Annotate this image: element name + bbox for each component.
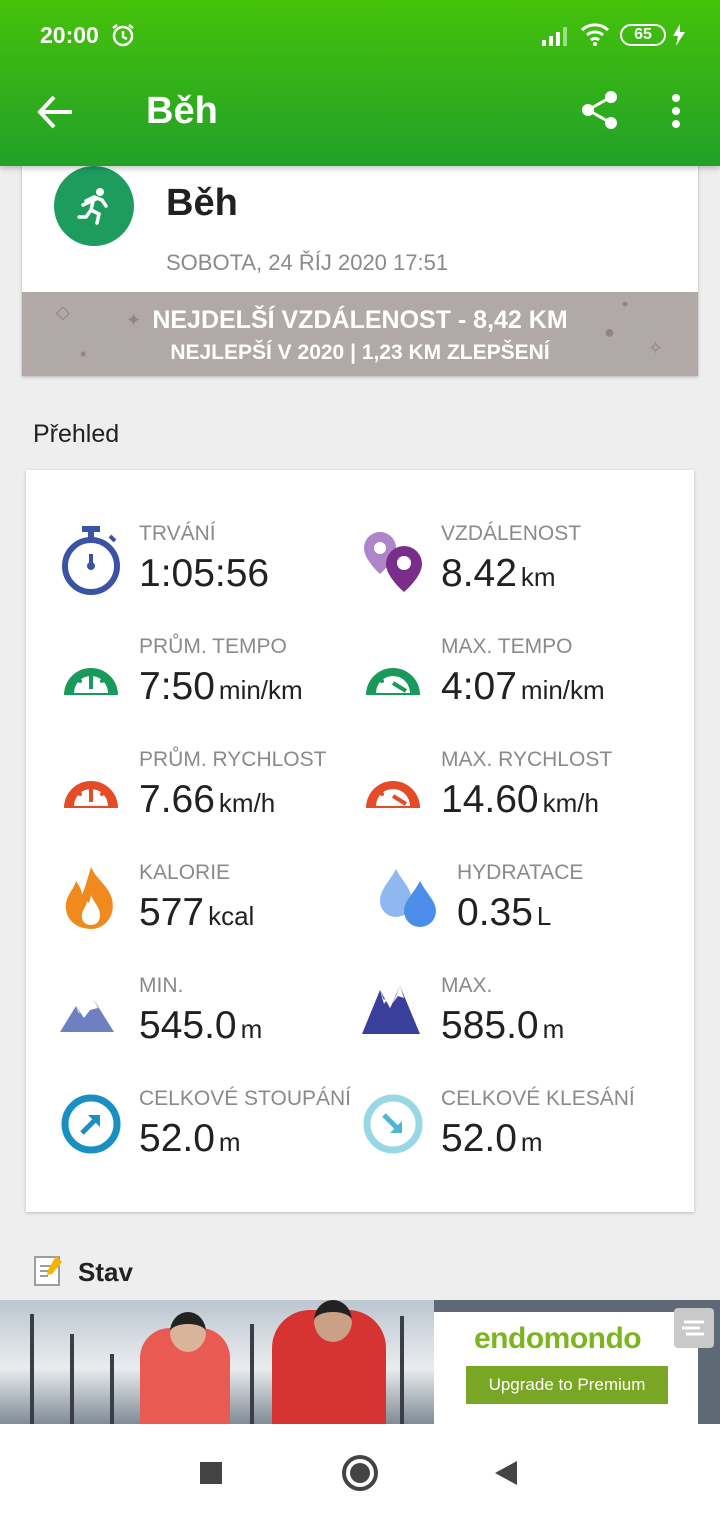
- stat-label: PRŮM. RYCHLOST: [139, 748, 327, 771]
- stat-label: HYDRATACE: [457, 861, 584, 884]
- stat-value: 1:05:56: [139, 552, 270, 595]
- ad-brand-logo: endomondo: [474, 1322, 642, 1355]
- stat-unit: m: [218, 1127, 241, 1157]
- stat-label: PRŮM. TEMPO: [139, 635, 287, 658]
- charging-icon: [672, 24, 686, 51]
- back-arrow-icon[interactable]: [36, 90, 76, 134]
- stat-label: CELKOVÉ STOUPÁNÍ: [139, 1087, 352, 1110]
- stat-total-descent: CELKOVÉ KLESÁNÍ 52.0 m: [362, 1087, 682, 1187]
- overview-title: Přehled: [33, 420, 120, 448]
- notepad-icon: [34, 1256, 64, 1290]
- ascent-icon: [60, 1093, 122, 1160]
- ad-banner[interactable]: endomondo Upgrade to Premium: [0, 1300, 720, 1424]
- stat-value: 8.42: [441, 552, 517, 595]
- stat-unit: min/km: [520, 675, 605, 705]
- stat-value: 14.60: [441, 778, 539, 821]
- stat-value: 7.66: [139, 778, 215, 821]
- alarm-icon: [110, 22, 136, 53]
- ad-close-icon[interactable]: [674, 1308, 714, 1348]
- mountain-min-icon: [60, 996, 116, 1041]
- page-title: Běh: [146, 90, 218, 132]
- stat-value: 52.0: [441, 1117, 517, 1160]
- stat-value: 585.0: [441, 1004, 539, 1047]
- overview-card: TRVÁNÍ 1:05:56 VZDÁLENOST 8.42 km PRŮM. T…: [26, 470, 694, 1212]
- stat-label: VZDÁLENOST: [441, 522, 582, 545]
- record-banner[interactable]: ◇ ✦ • • ● ✧ NEJDELŠÍ VZDÁLENOST - 8,42 K…: [22, 292, 698, 376]
- stat-label: MAX. TEMPO: [441, 635, 573, 658]
- stat-label: MAX. RYCHLOST: [441, 748, 613, 771]
- stat-distance: VZDÁLENOST 8.42 km: [362, 522, 682, 622]
- stat-label: TRVÁNÍ: [139, 522, 216, 545]
- ad-photo: [0, 1300, 434, 1424]
- home-icon[interactable]: [342, 1455, 378, 1491]
- back-icon[interactable]: [495, 1461, 517, 1485]
- stat-total-ascent: CELKOVÉ STOUPÁNÍ 52.0 m: [60, 1087, 380, 1187]
- stat-avg-pace: PRŮM. TEMPO 7:50 min/km: [60, 635, 380, 735]
- mountain-max-icon: [362, 984, 422, 1041]
- map-pins-icon: [362, 532, 426, 597]
- stat-unit: L: [536, 901, 552, 931]
- stat-max-pace: MAX. TEMPO 4:07 min/km: [362, 635, 682, 735]
- stat-label: MAX.: [441, 974, 493, 997]
- upgrade-premium-button[interactable]: Upgrade to Premium: [466, 1366, 668, 1404]
- running-icon: [54, 166, 134, 246]
- stat-calories: KALORIE 577 kcal: [60, 861, 380, 961]
- stat-hydration: HYDRATACE 0.35 L: [362, 861, 682, 961]
- stat-label: KALORIE: [139, 861, 231, 884]
- descent-icon: [362, 1093, 424, 1160]
- stat-unit: km/h: [542, 788, 599, 818]
- stat-value: 0.35: [457, 891, 533, 934]
- stat-min-altitude: MIN. 545.0 m: [60, 974, 380, 1074]
- status-bar: 20:00 65: [0, 0, 720, 70]
- stat-duration: TRVÁNÍ 1:05:56: [60, 522, 380, 622]
- flame-icon: [60, 865, 122, 936]
- stat-max-speed: MAX. RYCHLOST 14.60 km/h: [362, 748, 682, 848]
- stat-value: 7:50: [139, 665, 215, 708]
- stat-value: 52.0: [139, 1117, 215, 1160]
- more-vert-icon[interactable]: [664, 92, 688, 137]
- recents-icon[interactable]: [200, 1462, 222, 1484]
- stat-max-altitude: MAX. 585.0 m: [362, 974, 682, 1074]
- signal-icon: [542, 24, 572, 51]
- stat-unit: m: [240, 1014, 263, 1044]
- status-label: Stav: [78, 1257, 133, 1287]
- stat-unit: m: [520, 1127, 543, 1157]
- status-section[interactable]: Stav: [34, 1254, 133, 1291]
- stat-value: 4:07: [441, 665, 517, 708]
- stat-unit: m: [542, 1014, 565, 1044]
- speedometer-red-icon: [60, 762, 122, 817]
- stat-avg-speed: PRŮM. RYCHLOST 7.66 km/h: [60, 748, 380, 848]
- stat-unit: kcal: [208, 901, 255, 931]
- workout-sport: Běh: [166, 182, 238, 224]
- workout-date: SOBOTA, 24 ŘÍJ 2020 17:51: [166, 250, 449, 275]
- stat-value: 545.0: [139, 1004, 237, 1047]
- stat-label: MIN.: [139, 974, 184, 997]
- water-drops-icon: [376, 867, 442, 934]
- stat-label: CELKOVÉ KLESÁNÍ: [441, 1087, 635, 1110]
- share-icon[interactable]: [578, 88, 622, 137]
- speedometer-green-max-icon: [362, 649, 424, 704]
- top-app-bar: 20:00 65 Běh: [0, 0, 720, 166]
- ad-panel: endomondo Upgrade to Premium: [434, 1312, 698, 1424]
- speedometer-green-icon: [60, 649, 122, 704]
- stat-unit: km/h: [218, 788, 276, 818]
- speedometer-red-max-icon: [362, 762, 424, 817]
- workout-header-card: Běh SOBOTA, 24 ŘÍJ 2020 17:51 ◇ ✦ • • ● …: [22, 150, 698, 376]
- system-nav-bar: [0, 1424, 720, 1520]
- battery-icon: 65: [620, 24, 666, 46]
- stat-unit: min/km: [218, 675, 303, 705]
- wifi-icon: [580, 22, 610, 51]
- record-subtitle: NEJLEPŠÍ V 2020 | 1,23 KM ZLEPŠENÍ: [170, 341, 550, 364]
- stopwatch-icon: [60, 526, 122, 601]
- status-time: 20:00: [40, 22, 99, 48]
- stat-value: 577: [139, 891, 205, 934]
- stat-unit: km: [520, 562, 556, 592]
- record-title: NEJDELŠÍ VZDÁLENOST - 8,42 KM: [152, 306, 568, 334]
